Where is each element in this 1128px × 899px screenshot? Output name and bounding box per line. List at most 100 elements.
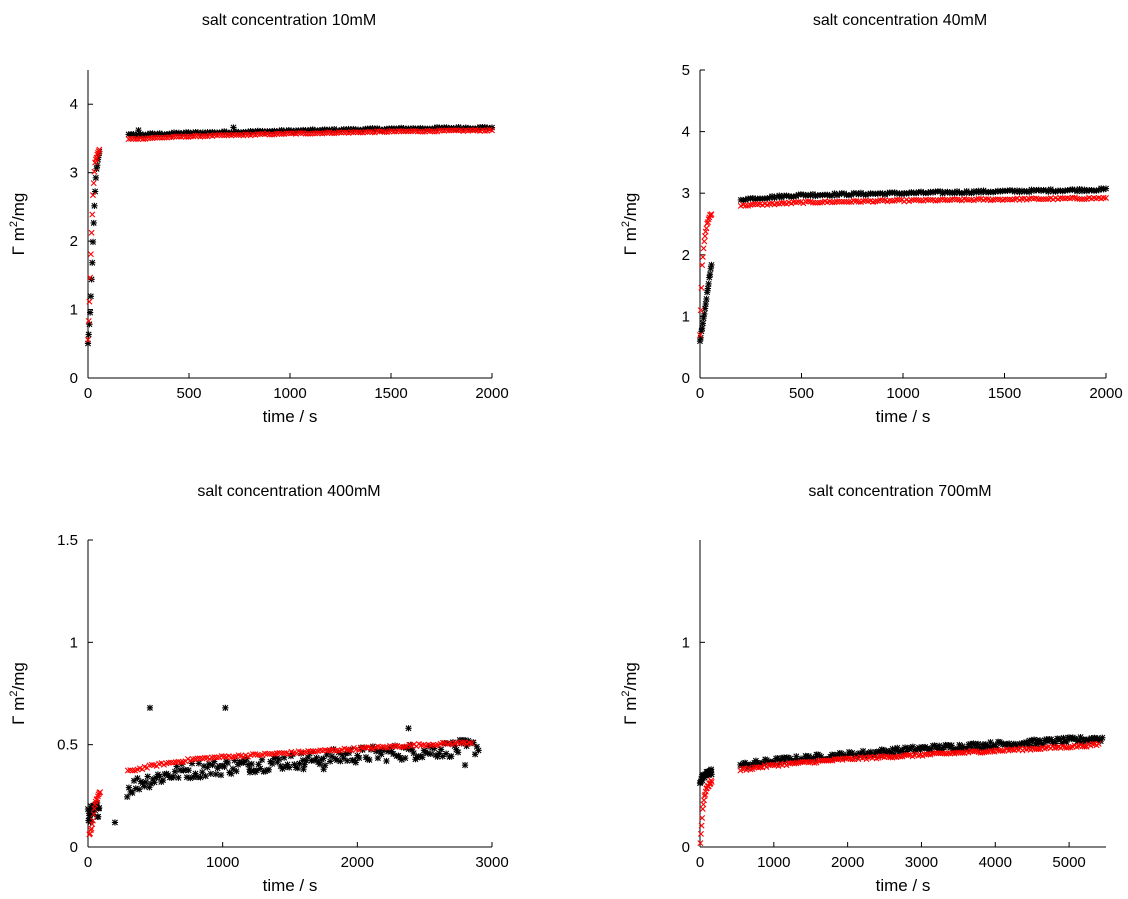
- y-axis-label-tail: /mg: [621, 193, 640, 221]
- data-point: [307, 748, 314, 755]
- data-point: [265, 766, 272, 773]
- y-tick-label: 2: [70, 233, 78, 250]
- y-axis-label-main: Γ m: [621, 227, 640, 255]
- data-point: [201, 754, 208, 761]
- y-tick-label: 0.5: [57, 737, 78, 754]
- x-tick-label: 3000: [905, 854, 938, 871]
- data-point: [171, 133, 178, 140]
- data-point: [398, 128, 405, 135]
- data-point: [154, 134, 161, 141]
- data-point: [187, 133, 194, 140]
- data-point: [697, 830, 704, 837]
- data-point: [276, 749, 283, 756]
- data-point: [999, 748, 1006, 755]
- data-point: [85, 331, 92, 338]
- series-2-points: [85, 126, 495, 343]
- data-point: [217, 771, 225, 779]
- data-point: [437, 746, 445, 753]
- data-point: [197, 774, 204, 781]
- data-point: [235, 131, 242, 138]
- data-point: [927, 196, 934, 203]
- x-tick-label: 3000: [475, 854, 508, 871]
- data-point: [275, 755, 283, 763]
- data-point: [90, 219, 97, 227]
- data-point: [697, 307, 704, 314]
- data-point: [151, 134, 158, 141]
- data-point: [92, 174, 99, 181]
- data-point: [414, 128, 421, 135]
- data-point: [702, 300, 709, 308]
- y-tick-label: 4: [682, 124, 690, 141]
- data-point: [410, 750, 417, 757]
- data-point: [701, 793, 708, 800]
- data-point: [708, 211, 715, 218]
- data-point: [1035, 746, 1042, 753]
- data-point: [90, 180, 97, 187]
- data-point: [699, 254, 706, 261]
- data-point: [366, 756, 373, 764]
- data-point: [266, 751, 273, 757]
- y-axis-label: Γ m2/mg: [620, 193, 640, 256]
- data-point: [705, 216, 712, 223]
- data-point: [90, 811, 97, 818]
- data-point: [468, 740, 475, 747]
- y-tick-label: 1: [682, 634, 690, 651]
- data-point: [897, 753, 904, 760]
- data-point: [1002, 196, 1009, 203]
- data-point: [87, 293, 94, 300]
- data-point: [396, 743, 403, 750]
- data-point: [338, 129, 345, 136]
- data-point: [362, 129, 369, 135]
- data-point: [697, 840, 704, 847]
- data-point: [283, 130, 290, 137]
- data-point: [194, 755, 201, 762]
- data-point: [128, 135, 135, 142]
- x-tick-label: 0: [696, 385, 704, 402]
- data-point: [146, 704, 154, 711]
- data-point: [357, 129, 364, 136]
- data-point: [96, 146, 103, 153]
- data-point: [254, 131, 261, 138]
- data-point: [264, 750, 271, 757]
- data-point: [134, 775, 141, 782]
- x-tick-label: 0: [84, 385, 92, 402]
- data-point: [88, 825, 95, 832]
- y-tick-label: 5: [682, 62, 690, 79]
- chart-panel-3: salt concentration 400mM 0 1000 2000 3000 0 0.…: [8, 483, 509, 895]
- data-point: [1095, 740, 1102, 747]
- data-point: [156, 134, 163, 141]
- chart-panel-2: salt concentration 40mM 0 500 1000 1500 2000 0…: [620, 12, 1123, 426]
- data-point: [461, 762, 469, 769]
- x-tick-label: 2000: [475, 385, 508, 402]
- data-point: [699, 325, 706, 332]
- y-tick-label: 3: [70, 165, 78, 182]
- data-point: [989, 748, 996, 755]
- data-point: [144, 773, 151, 780]
- data-point: [89, 811, 96, 818]
- data-point: [873, 755, 880, 762]
- y-tick-label: 1: [70, 302, 78, 319]
- data-point: [889, 197, 896, 204]
- data-point: [197, 755, 203, 762]
- data-point: [390, 128, 397, 135]
- y-axis-label-main: Γ m: [9, 227, 28, 255]
- data-point: [90, 192, 96, 199]
- data-point: [708, 777, 715, 784]
- data-point: [431, 128, 438, 135]
- data-point: [427, 750, 434, 758]
- data-point: [97, 789, 104, 796]
- data-point: [802, 198, 809, 205]
- data-point: [445, 127, 452, 134]
- data-point: [1057, 194, 1064, 201]
- data-point: [708, 261, 715, 269]
- data-point: [405, 128, 412, 135]
- data-point: [376, 128, 383, 135]
- data-point: [161, 134, 168, 141]
- data-point: [221, 763, 228, 771]
- data-point: [144, 135, 151, 142]
- data-point: [703, 225, 710, 232]
- data-point: [85, 317, 92, 324]
- data-point: [752, 201, 759, 208]
- data-point: [91, 168, 98, 175]
- series-1-points: [696, 733, 1106, 787]
